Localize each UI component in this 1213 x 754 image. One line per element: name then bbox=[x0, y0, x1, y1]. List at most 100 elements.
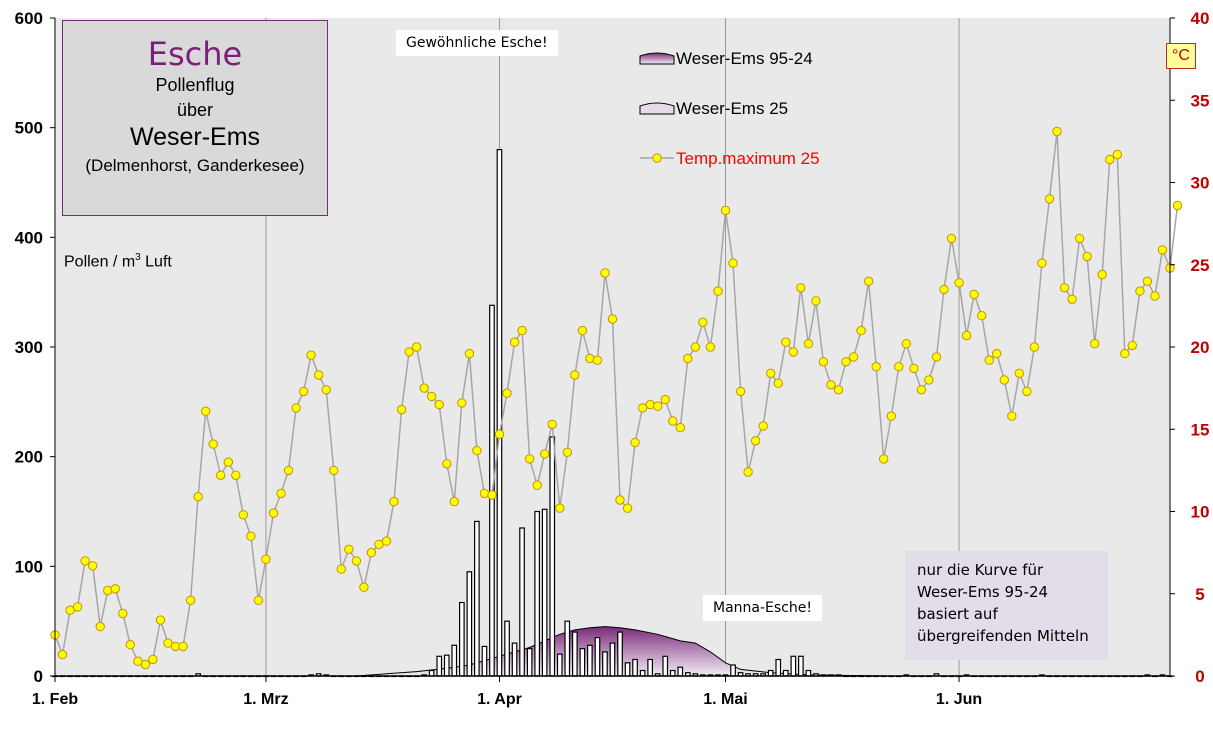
bar-weser-ems-25 bbox=[504, 620, 510, 677]
temp-point bbox=[946, 233, 957, 244]
temp-point bbox=[449, 496, 459, 507]
temp-point bbox=[720, 205, 731, 216]
y-right-tick-label: 10 bbox=[1191, 503, 1210, 522]
temp-point bbox=[675, 422, 685, 433]
temp-point bbox=[404, 347, 414, 357]
y-right-tick-label: 20 bbox=[1191, 338, 1210, 357]
bar-weser-ems-25 bbox=[602, 651, 608, 677]
bar-weser-ems-25 bbox=[782, 669, 789, 677]
temp-point bbox=[600, 268, 610, 278]
temp-point bbox=[366, 547, 377, 558]
temp-point bbox=[80, 556, 90, 566]
temp-point bbox=[796, 283, 806, 293]
temp-point bbox=[999, 375, 1009, 385]
temp-point bbox=[411, 342, 422, 352]
temp-point bbox=[261, 554, 271, 564]
temp-point bbox=[1090, 339, 1100, 349]
x-tick-label: 1. Mrz bbox=[243, 691, 288, 708]
temp-point bbox=[871, 362, 881, 372]
temp-point bbox=[396, 404, 407, 415]
y-left-tick-label: 300 bbox=[15, 338, 43, 357]
temp-point bbox=[901, 339, 911, 349]
temp-point bbox=[95, 621, 105, 632]
temp-point bbox=[592, 355, 603, 365]
y-left-tick-label: 0 bbox=[34, 667, 43, 686]
temp-point bbox=[1067, 294, 1077, 304]
x-tick-label: 1. Apr bbox=[477, 691, 522, 708]
temp-point bbox=[359, 582, 369, 592]
note-line: Weser-Ems 95-24 bbox=[917, 583, 1049, 601]
temp-point bbox=[185, 595, 196, 605]
temp-point bbox=[811, 296, 821, 306]
legend-swatch-area bbox=[639, 52, 675, 65]
temp-point bbox=[381, 536, 392, 546]
bar-weser-ems-25 bbox=[662, 655, 669, 677]
temp-point bbox=[660, 394, 670, 405]
y-left-tick-label: 600 bbox=[15, 9, 43, 28]
bar-weser-ems-25 bbox=[805, 669, 812, 677]
bar-weser-ems-25 bbox=[571, 631, 578, 677]
temp-point bbox=[1127, 340, 1138, 351]
temp-point bbox=[283, 465, 294, 476]
temp-point bbox=[728, 258, 738, 268]
bar-weser-ems-25 bbox=[624, 662, 631, 677]
legend-swatch-bar bbox=[639, 102, 675, 115]
temp-point bbox=[585, 353, 595, 364]
annotation-common-ash: Gewöhnliche Esche! bbox=[396, 30, 558, 56]
bar-weser-ems-25 bbox=[549, 436, 556, 677]
temp-point bbox=[622, 503, 633, 513]
temp-point bbox=[1044, 194, 1055, 204]
temp-point bbox=[1172, 200, 1183, 211]
temp-point bbox=[803, 339, 814, 349]
x-tick-label: 1. Mai bbox=[703, 691, 747, 708]
legend-label: Weser-Ems 95-24 bbox=[676, 49, 813, 68]
temp-point bbox=[961, 330, 972, 341]
temp-point bbox=[909, 363, 919, 374]
temp-point bbox=[788, 347, 798, 357]
temp-point bbox=[434, 399, 444, 410]
y-right-tick-label: 5 bbox=[1195, 585, 1204, 604]
temp-point bbox=[125, 640, 136, 650]
temp-point bbox=[223, 457, 234, 467]
temp-point bbox=[1074, 233, 1085, 244]
temp-point bbox=[984, 355, 994, 365]
temp-point bbox=[1120, 348, 1130, 359]
temp-point bbox=[637, 403, 648, 413]
temp-point bbox=[103, 585, 113, 596]
bar-weser-ems-25 bbox=[534, 510, 541, 677]
y-right-tick-label: 0 bbox=[1195, 667, 1204, 686]
temp-point bbox=[442, 459, 452, 469]
temp-point bbox=[931, 352, 942, 362]
temp-point bbox=[509, 337, 520, 347]
temp-point bbox=[1135, 286, 1145, 296]
celsius-unit-badge: °C bbox=[1166, 43, 1196, 69]
temp-point bbox=[705, 342, 716, 352]
temp-point bbox=[216, 470, 226, 480]
temp-point bbox=[344, 544, 354, 554]
title-line-1: Pollenflug bbox=[155, 75, 235, 95]
temp-point bbox=[1082, 251, 1092, 262]
bar-weser-ems-25 bbox=[617, 631, 623, 677]
temp-point bbox=[1007, 411, 1017, 421]
temp-point bbox=[645, 399, 655, 410]
y-left-tick-label: 400 bbox=[15, 228, 43, 247]
bar-weser-ems-25 bbox=[797, 655, 804, 677]
temp-point bbox=[329, 465, 339, 476]
temp-point bbox=[472, 445, 482, 456]
bar-weser-ems-25 bbox=[451, 644, 458, 677]
temp-point bbox=[1112, 149, 1123, 160]
bar-weser-ems-25 bbox=[436, 655, 443, 677]
temp-point bbox=[555, 503, 565, 513]
temp-point bbox=[155, 615, 166, 625]
temp-point bbox=[201, 406, 211, 416]
temp-point bbox=[148, 654, 158, 665]
bar-weser-ems-25 bbox=[519, 527, 525, 677]
temp-point bbox=[615, 495, 625, 505]
temp-point bbox=[570, 370, 580, 380]
y-left-tick-label: 500 bbox=[15, 119, 43, 138]
temp-point bbox=[494, 429, 505, 439]
legend: Weser-Ems 95-24 Weser-Ems 25 Temp.maximum … bbox=[639, 49, 820, 168]
legend-label: Weser-Ems 25 bbox=[676, 99, 788, 118]
temp-point bbox=[1037, 258, 1047, 268]
temp-point bbox=[1105, 154, 1115, 165]
